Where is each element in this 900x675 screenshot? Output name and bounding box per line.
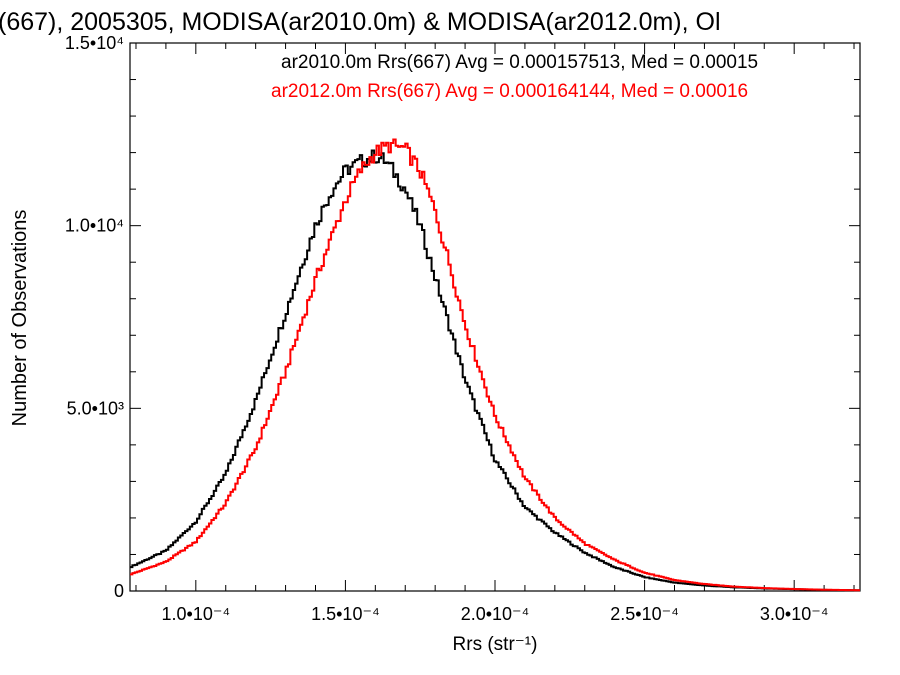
y-axis-label: Number of Observations [9, 210, 31, 427]
axis-ticks [130, 43, 860, 591]
y-tick-label: 0 [114, 581, 124, 601]
legend-entry-ar2012: ar2012.0m Rrs(667) Avg = 0.000164144, Me… [271, 81, 748, 102]
y-tick-label: 5.0•10³ [67, 398, 124, 418]
histogram-chart: 1.0•10⁻⁴ 1.5•10⁻⁴ 2.0•10⁻⁴ 2.5•10⁻⁴ 3.0•10⁻⁴… [0, 0, 900, 675]
x-tick-label: 2.5•10⁻⁴ [610, 604, 679, 624]
y-tick-label: 1.0•10⁴ [65, 216, 124, 236]
series-line-ar2010 [130, 151, 860, 591]
x-tick-label: 2.0•10⁻⁴ [461, 604, 530, 624]
x-tick-label: 3.0•10⁻⁴ [760, 604, 829, 624]
plot-frame [130, 43, 860, 591]
x-tick-label: 1.0•10⁻⁴ [162, 604, 231, 624]
series-line-ar2012 [130, 139, 860, 590]
chart-title: (667), 2005305, MODISA(ar2010.0m) & MODI… [0, 8, 721, 36]
y-tick-label: 1.5•10⁴ [65, 33, 124, 53]
x-axis-label: Rrs (str⁻¹) [453, 634, 538, 655]
series-layer [130, 139, 860, 590]
x-tick-label: 1.5•10⁻⁴ [311, 604, 380, 624]
legend-entry-ar2010: ar2010.0m Rrs(667) Avg = 0.000157513, Me… [281, 52, 758, 73]
